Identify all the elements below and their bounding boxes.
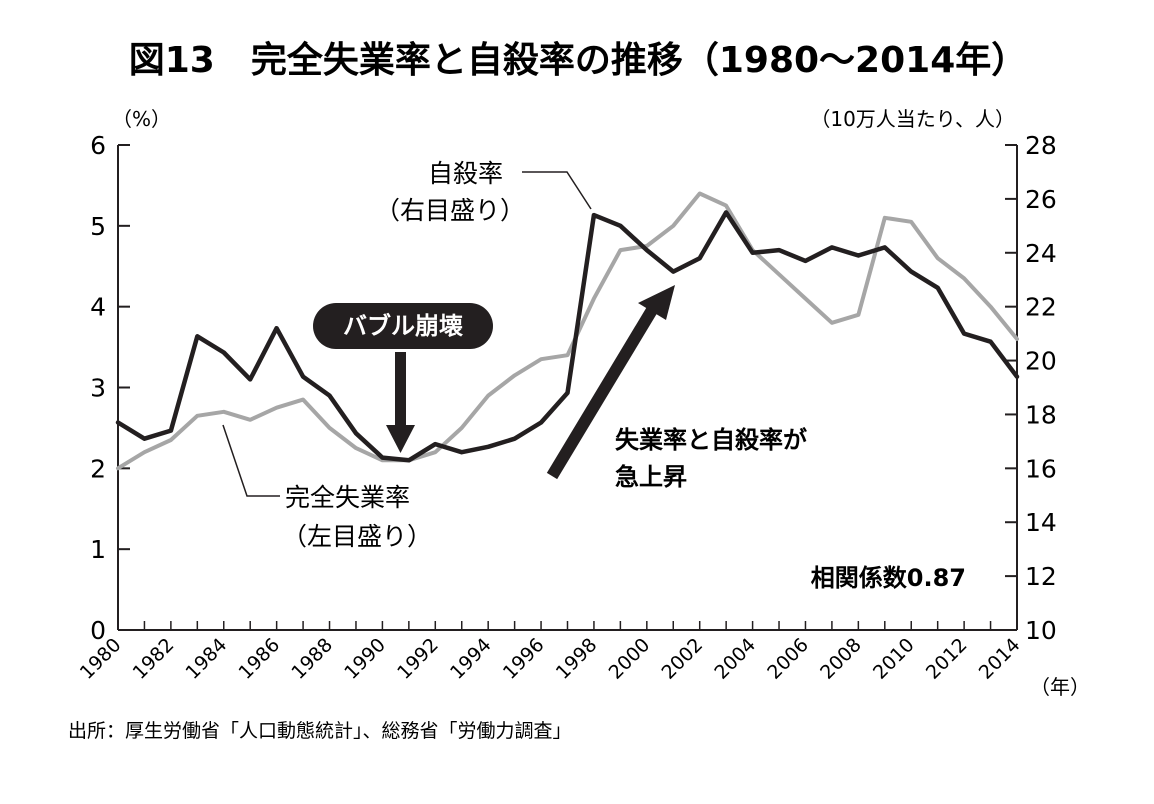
x-unit: （年） <box>1030 675 1090 699</box>
x-tick-label: 1992 <box>393 634 443 684</box>
y-left-tick-label: 5 <box>90 212 106 241</box>
y-right-tick-label: 16 <box>1025 454 1057 483</box>
correlation-label: 相関係数0.87 <box>811 564 966 592</box>
y-left-tick-label: 1 <box>90 535 106 564</box>
x-tick-label: 2012 <box>922 634 972 684</box>
suicide-leader-line <box>522 171 592 210</box>
x-tick-label: 1990 <box>340 634 390 684</box>
y-right-tick-label: 10 <box>1025 616 1057 645</box>
y-right-tick-label: 20 <box>1025 347 1057 376</box>
y-right-tick-label: 14 <box>1025 508 1057 537</box>
y-right-tick-label: 28 <box>1025 131 1057 160</box>
y-left-tick-label: 4 <box>90 293 106 322</box>
chart-title: 図13 完全失業率と自殺率の推移（1980〜2014年） <box>129 39 1028 81</box>
bubble-collapse-label: バブル崩壊 <box>343 312 463 340</box>
x-tick-label: 1994 <box>446 634 496 684</box>
y-right-tick-label: 24 <box>1025 239 1057 268</box>
x-tick-label: 1984 <box>182 634 232 684</box>
up-arrow-icon <box>546 285 675 480</box>
y-right-tick-label: 18 <box>1025 400 1057 429</box>
series-unemployment-rate <box>116 191 1019 471</box>
x-tick-label: 2002 <box>657 634 707 684</box>
series-suicide-rate <box>115 210 1020 463</box>
x-tick-label: 1986 <box>234 634 284 684</box>
x-tick-label: 2010 <box>869 634 919 684</box>
y-left-unit: （%） <box>112 107 171 131</box>
x-tick-label: 1996 <box>499 634 549 684</box>
unemployment-leader-line <box>222 424 280 497</box>
source-note: 出所：厚生労働省「人口動態統計」、総務省「労働力調査」 <box>68 720 572 742</box>
x-tick-label: 2000 <box>605 634 655 684</box>
y-left-tick-label: 0 <box>90 616 106 645</box>
y-right-ticks: 10 12 14 16 18 20 22 24 26 28 <box>1005 131 1057 645</box>
y-right-unit: （10万人当たり、人） <box>810 107 1015 131</box>
unemployment-label: 完全失業率 <box>285 483 410 512</box>
x-tick-label: 1988 <box>287 634 337 684</box>
y-right-tick-label: 12 <box>1025 562 1057 591</box>
x-tick-label: 1998 <box>552 634 602 684</box>
x-tick-label: 2014 <box>975 634 1025 684</box>
y-right-tick-label: 22 <box>1025 293 1057 322</box>
x-tick-label: 2004 <box>710 634 760 684</box>
y-left-ticks: 0 1 2 3 4 5 6 <box>90 131 130 645</box>
down-arrow-icon <box>386 352 415 453</box>
unemployment-sub-label: （左目盛り） <box>282 522 432 551</box>
suicide-label: 自殺率 <box>428 159 503 188</box>
y-left-tick-label: 2 <box>90 454 106 483</box>
y-right-tick-label: 26 <box>1025 185 1057 214</box>
x-tick-label: 2006 <box>763 634 813 684</box>
y-left-tick-label: 3 <box>90 374 106 403</box>
bubble-collapse-box <box>313 303 493 349</box>
rise-label-line1: 失業率と自殺率が <box>615 426 807 454</box>
suicide-sub-label: （右目盛り） <box>375 196 525 225</box>
x-tick-label: 2008 <box>816 634 866 684</box>
rise-label-line2: 急上昇 <box>615 463 687 491</box>
y-left-tick-label: 6 <box>90 131 106 160</box>
x-tick-label: 1982 <box>129 634 179 684</box>
